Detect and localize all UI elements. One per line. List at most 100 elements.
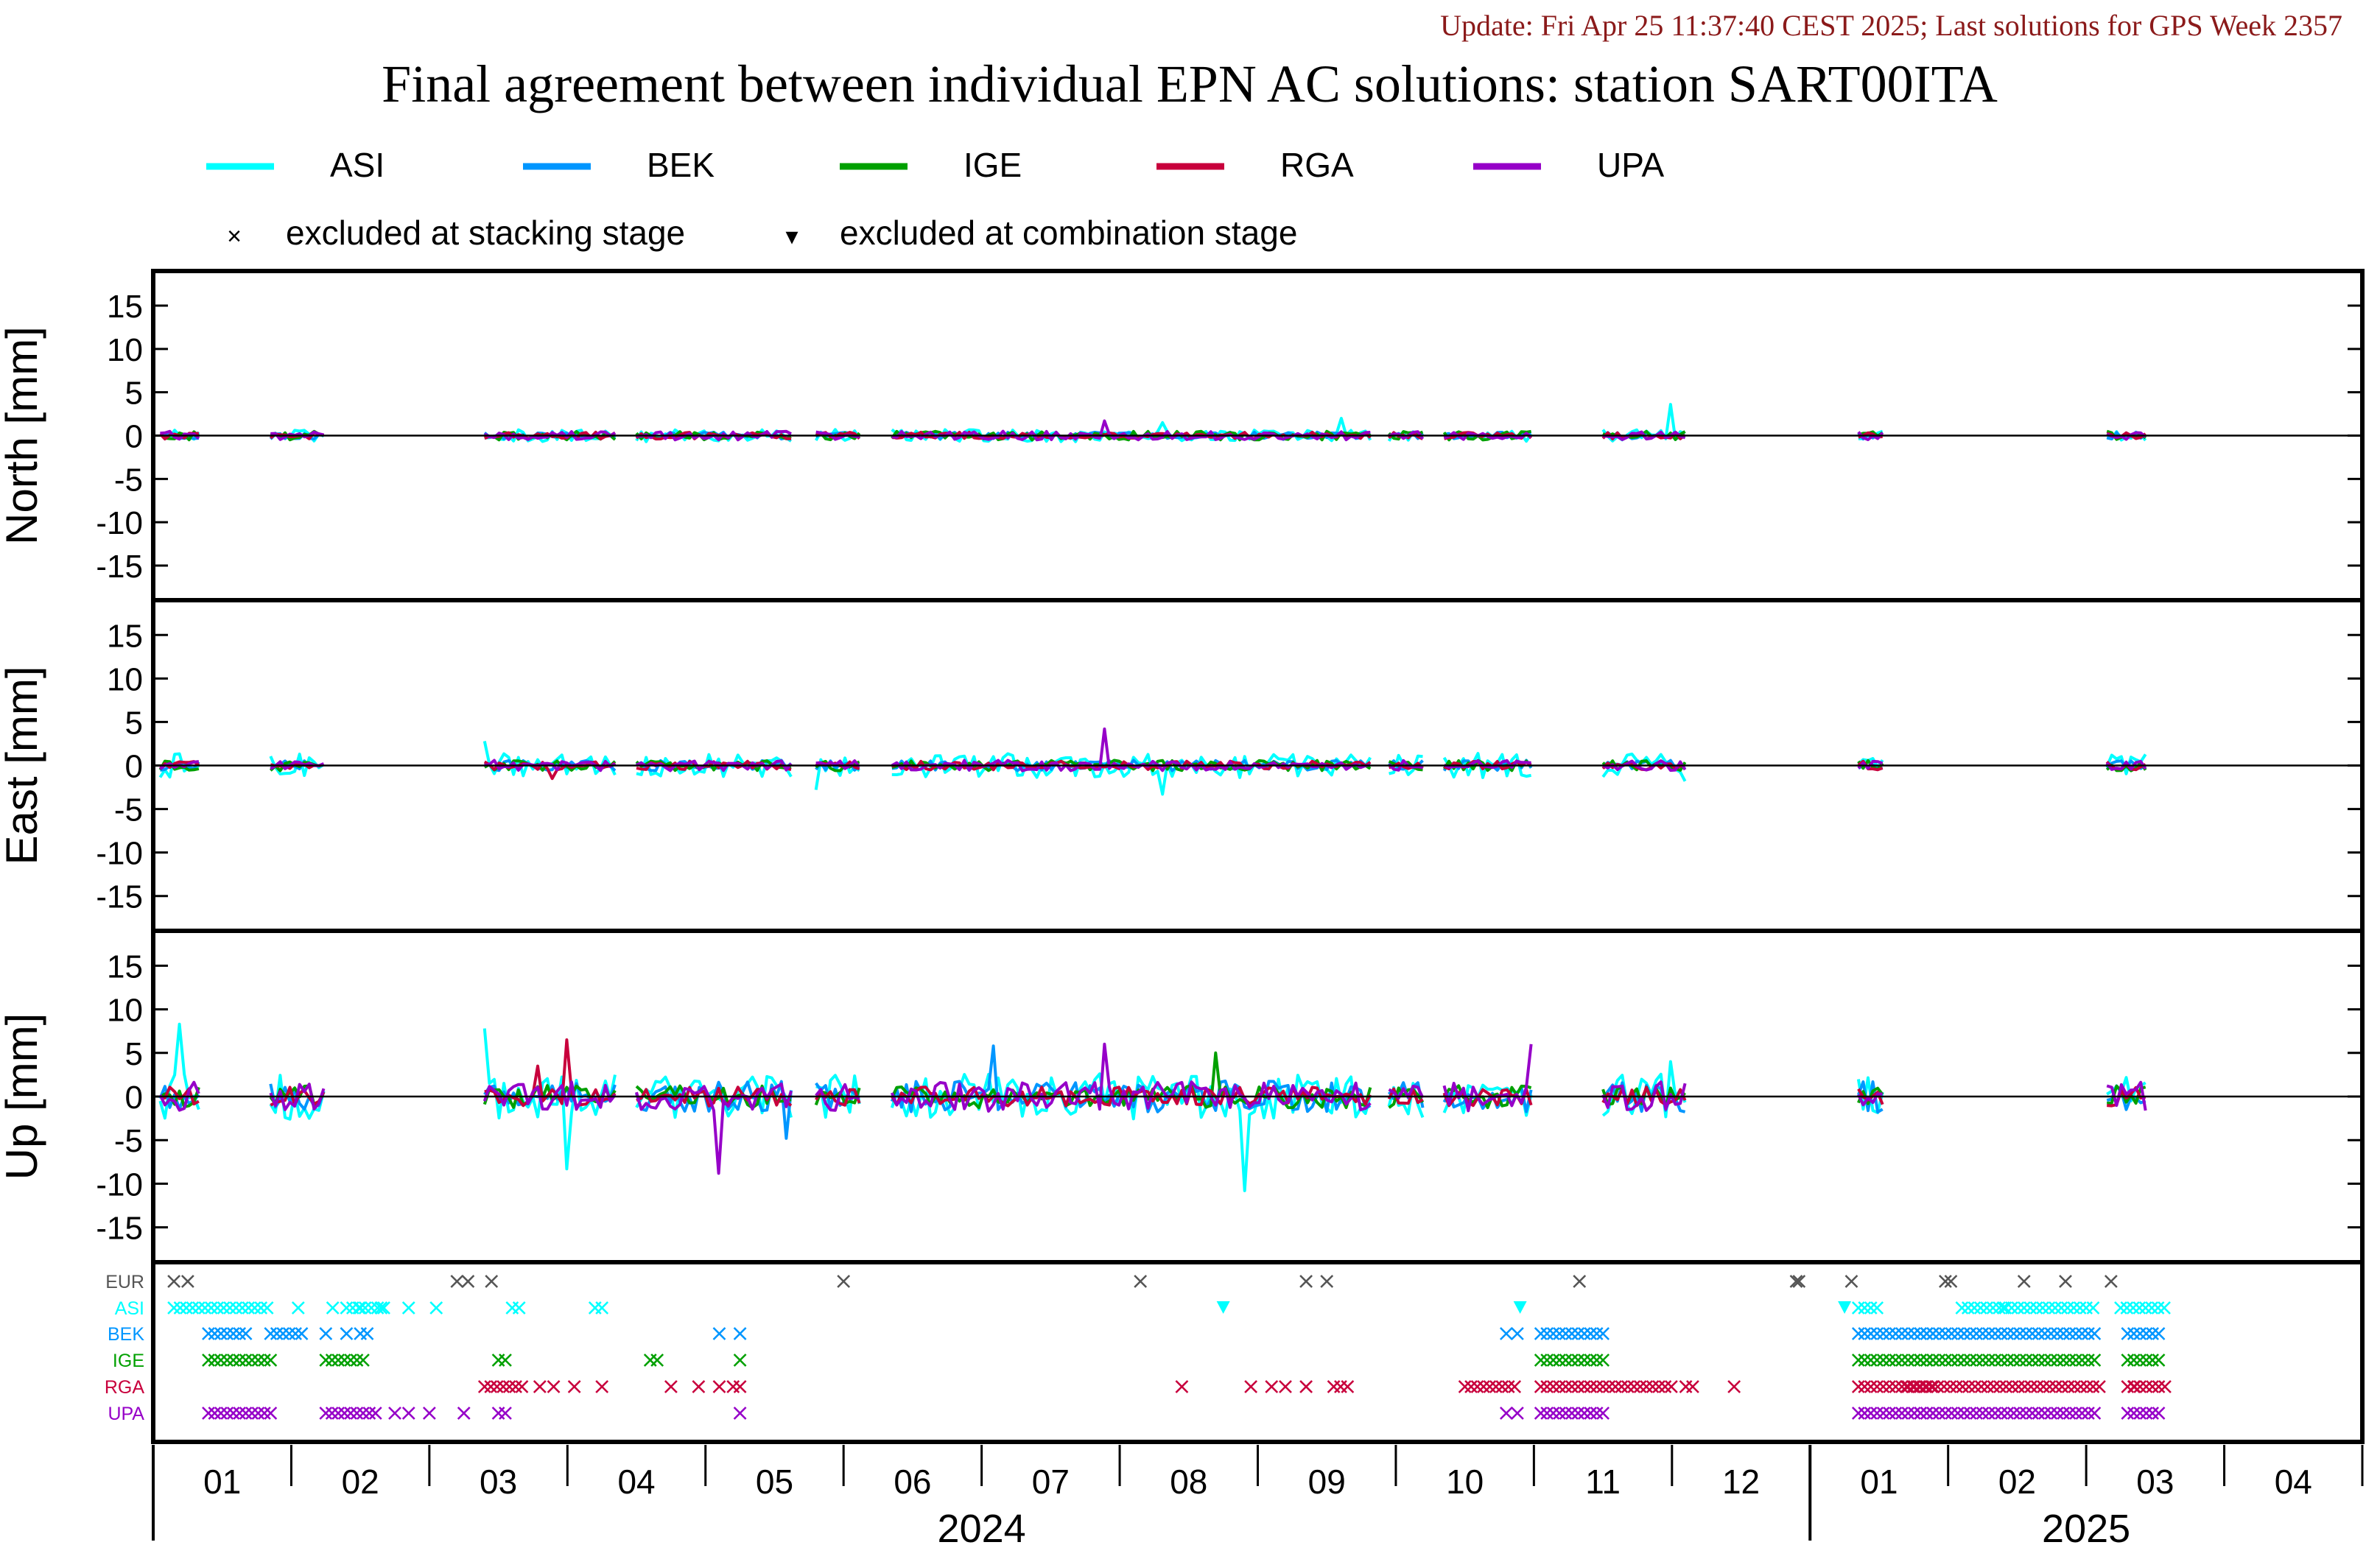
exclusion-stacking-marker (1982, 1354, 1995, 1367)
exclusion-stacking-marker (1483, 1380, 1497, 1393)
exclusion-stacking-marker (1963, 1354, 1977, 1367)
exclusion-stacking-marker (1976, 1327, 1990, 1340)
exclusion-stacking-marker (377, 1301, 390, 1315)
exclusion-combination-marker (1216, 1301, 1230, 1314)
exclusion-stacking-marker (2019, 1327, 2033, 1340)
exclusion-stacking-marker (496, 1380, 510, 1393)
exclusion-stacking-marker (1945, 1354, 1959, 1367)
exclusion-row-label-eur: EUR (105, 1272, 144, 1292)
month-label: 10 (1446, 1463, 1484, 1501)
legend-label-ige: IGE (963, 146, 1022, 184)
exclusion-stacking-marker (326, 1301, 340, 1315)
exclusion-stacking-marker (1883, 1380, 1896, 1393)
exclusion-stacking-marker (1876, 1354, 1890, 1367)
exclusion-stacking-marker (325, 1354, 339, 1367)
exclusion-stacking-marker (2005, 1380, 2019, 1393)
exclusion-stacking-marker (2018, 1380, 2032, 1393)
exclusion-stacking-marker (2067, 1301, 2081, 1315)
month-label: 02 (1998, 1463, 2036, 1501)
exclusion-stacking-marker (547, 1380, 561, 1393)
month-label: 03 (480, 1463, 517, 1501)
exclusion-stacking-marker (2057, 1327, 2071, 1340)
exclusion-stacking-marker (2139, 1380, 2153, 1393)
exclusion-stacking-marker (2121, 1407, 2135, 1420)
exclusion-stacking-marker (2145, 1301, 2159, 1315)
exclusion-stacking-marker (1792, 1275, 1806, 1288)
exclusion-stacking-marker (1596, 1380, 1610, 1393)
exclusion-stacking-marker (1939, 1407, 1952, 1420)
y-tick-label: 10 (107, 332, 143, 368)
y-tick-label: -10 (96, 836, 143, 872)
exclusion-stacking-marker (1571, 1380, 1585, 1393)
exclusion-stacking-marker (2030, 1380, 2044, 1393)
exclusion-stacking-marker (2032, 1327, 2046, 1340)
exclusion-stacking-marker (595, 1380, 609, 1393)
exclusion-stacking-marker (1895, 1327, 1909, 1340)
exclusion-stacking-marker (202, 1327, 215, 1340)
exclusion-stacking-marker (2007, 1407, 2021, 1420)
exclusion-stacking-marker (214, 1327, 228, 1340)
exclusion-stacking-marker (1590, 1407, 1604, 1420)
exclusion-stacking-marker (2044, 1407, 2058, 1420)
exclusion-stacking-marker (461, 1275, 475, 1288)
exclusion-stacking-marker (1988, 1407, 2002, 1420)
series-line-rga (2107, 1085, 2146, 1108)
exclusion-stacking-marker (2082, 1327, 2095, 1340)
exclusion-stacking-marker (251, 1407, 265, 1420)
exclusion-stacking-marker (331, 1407, 345, 1420)
exclusion-stacking-marker (1939, 1327, 1952, 1340)
exclusion-stacking-marker (1900, 1380, 1914, 1393)
exclusion-stacking-marker (2044, 1354, 2058, 1367)
exclusion-stacking-marker (2050, 1407, 2064, 1420)
exclusion-stacking-marker (371, 1301, 385, 1315)
y-tick-label: 0 (125, 1080, 143, 1116)
series-line-asi (1601, 1060, 1687, 1119)
exclusion-stacking-marker (260, 1301, 274, 1315)
exclusion-stacking-marker (1939, 1354, 1952, 1367)
exclusion-stacking-marker (167, 1301, 181, 1315)
exclusion-stacking-marker (1546, 1380, 1560, 1393)
exclusion-stacking-marker (1540, 1327, 1554, 1340)
exclusion-stacking-marker (485, 1275, 499, 1288)
exclusion-stacking-marker (352, 1301, 366, 1315)
exclusion-stacking-marker (2139, 1354, 2153, 1367)
exclusion-stacking-marker (1994, 1407, 2008, 1420)
exclusion-stacking-marker (1945, 1327, 1959, 1340)
exclusion-stacking-marker (2060, 1301, 2074, 1315)
exclusion-stacking-marker (1864, 1327, 1878, 1340)
exclusion-stacking-marker (1320, 1275, 1334, 1288)
exclusion-stacking-marker (1596, 1407, 1610, 1420)
month-label: 09 (1308, 1463, 1346, 1501)
series-line-upa (2106, 1080, 2147, 1111)
exclusion-stacking-marker (2011, 1301, 2025, 1315)
series-line-upa (1388, 1085, 1425, 1100)
exclusion-stacking-marker (1926, 1354, 1940, 1367)
exclusion-stacking-marker (2104, 1275, 2118, 1288)
series-line-upa (1442, 1044, 1533, 1113)
exclusion-stacking-marker (1596, 1354, 1610, 1367)
exclusion-stacking-marker (1646, 1380, 1660, 1393)
exclusion-stacking-marker (2075, 1354, 2089, 1367)
exclusion-stacking-marker (1955, 1301, 1969, 1315)
exclusion-stacking-marker (1470, 1380, 1484, 1393)
y-tick-label: -5 (114, 462, 143, 498)
exclusion-stacking-marker (1584, 1407, 1598, 1420)
exclusion-stacking-marker (2019, 1407, 2033, 1420)
exclusion-stacking-marker (2146, 1407, 2160, 1420)
exclusion-stacking-marker (1926, 1407, 1940, 1420)
exclusion-stacking-marker (1951, 1327, 1965, 1340)
exclusion-stacking-marker (1926, 1327, 1940, 1340)
exclusion-stacking-marker (1510, 1407, 1524, 1420)
exclusion-stacking-marker (2121, 1354, 2135, 1367)
exclusion-stacking-marker (1499, 1327, 1513, 1340)
exclusion-stacking-marker (1596, 1327, 1610, 1340)
exclusion-stacking-marker (2127, 1407, 2141, 1420)
exclusion-stacking-marker (2017, 1275, 2031, 1288)
exclusion-stacking-marker (2146, 1327, 2160, 1340)
exclusion-stacking-marker (509, 1380, 522, 1393)
exclusion-stacking-marker (2001, 1407, 2015, 1420)
exclusion-stacking-marker (1901, 1407, 1915, 1420)
exclusion-stacking-marker (226, 1354, 240, 1367)
exclusion-stacking-marker (2023, 1301, 2037, 1315)
series-line-asi (815, 1074, 861, 1119)
